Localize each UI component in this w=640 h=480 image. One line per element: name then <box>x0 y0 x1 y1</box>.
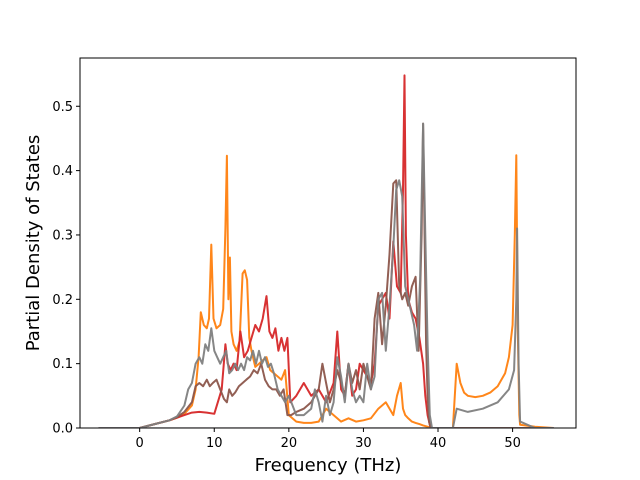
x-tick-label: 30 <box>355 436 372 451</box>
x-tick-label: 0 <box>136 436 144 451</box>
x-tick-label: 50 <box>504 436 521 451</box>
y-tick-label: 0.5 <box>52 100 73 115</box>
y-axis-label: Partial Density of States <box>23 135 44 352</box>
y-axis-ticks: 0.0 0.1 0.2 0.3 0.4 0.5 <box>52 100 80 437</box>
series-line-2 <box>98 122 554 428</box>
series-line-0 <box>98 154 554 428</box>
x-tick-label: 10 <box>206 436 223 451</box>
axes-background <box>80 58 576 428</box>
y-tick-label: 0.1 <box>52 357 73 372</box>
y-tick-label: 0.3 <box>52 228 73 243</box>
x-axis-ticks: 0 10 20 30 40 50 <box>136 428 521 451</box>
x-axis-label: Frequency (THz) <box>255 455 402 476</box>
y-tick-label: 0.0 <box>52 422 73 437</box>
plot-area <box>79 57 577 429</box>
series-layer <box>98 74 554 428</box>
x-tick-label: 20 <box>281 436 298 451</box>
series-line-3 <box>98 122 554 428</box>
axes-frame <box>79 57 577 429</box>
y-tick-label: 0.4 <box>52 164 73 179</box>
y-tick-label: 0.2 <box>52 293 73 308</box>
x-tick-label: 40 <box>430 436 447 451</box>
